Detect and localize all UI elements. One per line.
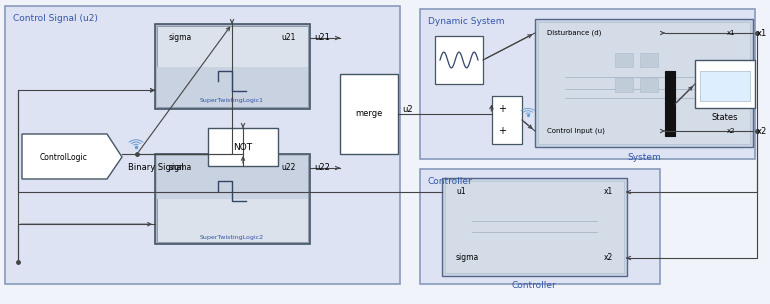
- Text: SuperTwistingLogic1: SuperTwistingLogic1: [200, 98, 264, 103]
- Bar: [340, 74, 398, 154]
- Polygon shape: [22, 134, 122, 179]
- Bar: [442, 178, 627, 276]
- Text: Dynamic System: Dynamic System: [428, 17, 504, 26]
- Text: Binary Signal: Binary Signal: [128, 163, 184, 172]
- Text: u22: u22: [282, 164, 296, 172]
- Text: +: +: [498, 105, 506, 114]
- Bar: [615, 78, 633, 92]
- Bar: [695, 60, 755, 108]
- Text: System: System: [627, 153, 661, 161]
- Bar: [157, 26, 308, 107]
- Text: x2: x2: [604, 254, 613, 262]
- Bar: [492, 96, 522, 144]
- Bar: [155, 24, 310, 109]
- Text: +: +: [498, 126, 506, 136]
- Bar: [208, 128, 278, 166]
- Text: ControlLogic: ControlLogic: [40, 153, 88, 161]
- Bar: [157, 156, 308, 242]
- Text: merge: merge: [355, 109, 383, 119]
- Text: sigma: sigma: [169, 33, 192, 43]
- Text: x2: x2: [757, 126, 767, 136]
- Text: u21: u21: [314, 33, 330, 43]
- Text: sigma: sigma: [169, 164, 192, 172]
- Text: Control Input (u): Control Input (u): [547, 128, 605, 134]
- Bar: [535, 19, 753, 147]
- Text: Controller: Controller: [428, 177, 473, 186]
- Text: SuperTwistingLogic2: SuperTwistingLogic2: [200, 235, 264, 240]
- Bar: [435, 36, 483, 84]
- Text: NOT: NOT: [233, 143, 253, 151]
- Text: u1: u1: [456, 188, 466, 196]
- Text: x1: x1: [757, 29, 767, 37]
- Bar: [5, 6, 400, 284]
- Bar: [665, 71, 675, 136]
- Text: Controller: Controller: [511, 282, 557, 291]
- Text: sigma: sigma: [456, 254, 479, 262]
- Bar: [640, 53, 658, 67]
- Bar: [445, 181, 624, 273]
- Text: Disturbance (d): Disturbance (d): [547, 30, 601, 36]
- Bar: [157, 156, 308, 199]
- Text: x1: x1: [726, 30, 735, 36]
- Bar: [615, 53, 633, 67]
- Bar: [640, 78, 658, 92]
- Text: u21: u21: [282, 33, 296, 43]
- Text: Control Signal (u2): Control Signal (u2): [13, 14, 98, 23]
- Bar: [420, 169, 660, 284]
- Text: u2: u2: [402, 105, 413, 113]
- Bar: [700, 71, 750, 101]
- Bar: [538, 22, 750, 144]
- Text: u22: u22: [314, 164, 330, 172]
- Text: States: States: [711, 113, 738, 123]
- Bar: [157, 67, 308, 107]
- Text: x2: x2: [727, 128, 735, 134]
- Bar: [155, 154, 310, 244]
- Bar: [420, 9, 755, 159]
- Text: x1: x1: [604, 188, 613, 196]
